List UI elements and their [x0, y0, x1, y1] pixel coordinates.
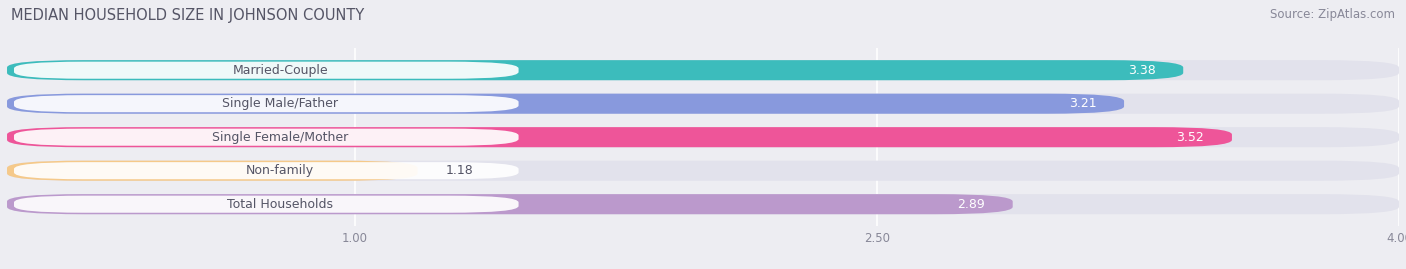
Text: 1.18: 1.18: [446, 164, 474, 177]
Text: Source: ZipAtlas.com: Source: ZipAtlas.com: [1270, 8, 1395, 21]
Text: 2.89: 2.89: [957, 198, 984, 211]
FancyBboxPatch shape: [14, 95, 519, 112]
FancyBboxPatch shape: [7, 194, 1399, 214]
Text: Total Households: Total Households: [228, 198, 333, 211]
FancyBboxPatch shape: [7, 60, 1184, 80]
FancyBboxPatch shape: [14, 62, 519, 79]
Text: 3.38: 3.38: [1128, 64, 1156, 77]
Text: 3.21: 3.21: [1069, 97, 1097, 110]
FancyBboxPatch shape: [7, 194, 1012, 214]
FancyBboxPatch shape: [7, 60, 1399, 80]
FancyBboxPatch shape: [7, 161, 1399, 181]
FancyBboxPatch shape: [14, 162, 519, 179]
FancyBboxPatch shape: [7, 94, 1123, 114]
Text: Single Male/Father: Single Male/Father: [222, 97, 339, 110]
FancyBboxPatch shape: [7, 127, 1399, 147]
FancyBboxPatch shape: [14, 129, 519, 146]
Text: 3.52: 3.52: [1177, 131, 1204, 144]
Text: Single Female/Mother: Single Female/Mother: [212, 131, 349, 144]
FancyBboxPatch shape: [14, 196, 519, 213]
FancyBboxPatch shape: [7, 161, 418, 181]
Text: Non-family: Non-family: [246, 164, 315, 177]
FancyBboxPatch shape: [7, 127, 1232, 147]
FancyBboxPatch shape: [7, 94, 1399, 114]
Text: MEDIAN HOUSEHOLD SIZE IN JOHNSON COUNTY: MEDIAN HOUSEHOLD SIZE IN JOHNSON COUNTY: [11, 8, 364, 23]
Text: Married-Couple: Married-Couple: [232, 64, 328, 77]
